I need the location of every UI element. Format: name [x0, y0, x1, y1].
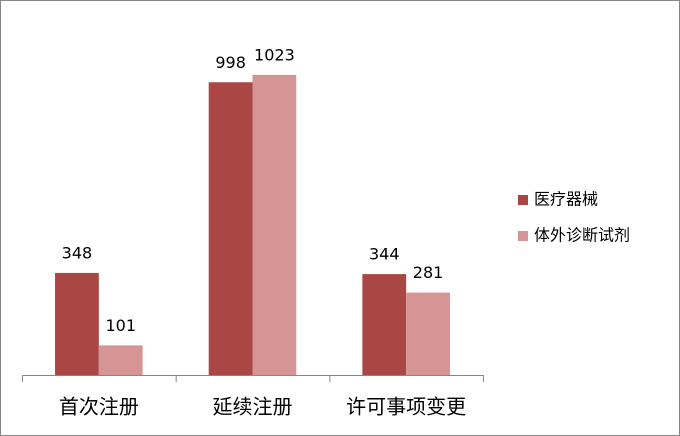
- x-tick-label: 许可事项变更: [346, 395, 466, 419]
- bar: [406, 292, 450, 375]
- x-tick-label: 延续注册: [213, 395, 293, 419]
- legend-swatch: [518, 231, 528, 241]
- value-label: 348: [62, 243, 93, 262]
- value-label: 1023: [254, 45, 295, 64]
- legend-label: 医疗器械: [534, 190, 598, 209]
- value-label: 998: [215, 53, 246, 72]
- bar: [55, 272, 99, 375]
- value-label: 281: [413, 263, 444, 282]
- bar: [252, 74, 297, 376]
- bar: [98, 345, 143, 375]
- x-tick-label: 首次注册: [59, 395, 139, 419]
- value-label: 101: [105, 316, 136, 335]
- bar: [362, 274, 407, 375]
- legend-swatch: [518, 195, 528, 205]
- bar: [208, 82, 253, 376]
- legend-label: 体外诊断试剂: [534, 226, 630, 245]
- value-label: 344: [369, 245, 400, 264]
